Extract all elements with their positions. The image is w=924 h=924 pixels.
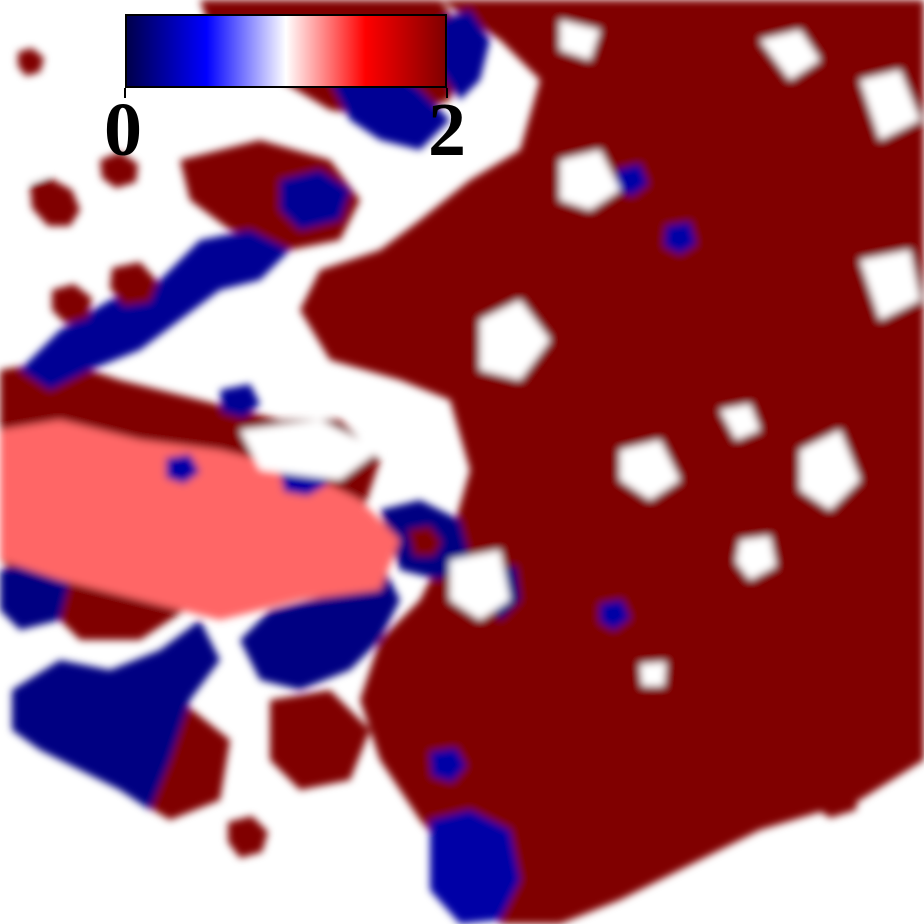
background-gap-0: [560, 20, 600, 60]
background-gap-11: [240, 420, 380, 480]
isolated-high-blobs-part-6: [808, 770, 860, 818]
colorbar-min-label: 0: [104, 88, 142, 172]
background-gap-1: [760, 30, 820, 80]
isolated-high-blobs-part-8: [876, 518, 902, 542]
isolated-high-blobs-part-9: [408, 526, 442, 556]
background-gap-10: [450, 550, 510, 620]
low-band-northwest-part-2: [280, 170, 350, 230]
colorbar-gradient: [125, 14, 447, 88]
large-high-region-east-part-0: [300, 0, 924, 924]
colorbar-tick-max: [446, 88, 448, 98]
background-gap-5: [720, 404, 760, 440]
isolated-high-blobs-part-0: [18, 48, 44, 76]
low-patch-south-part-2: [616, 164, 648, 196]
low-patch-south-part-1: [430, 748, 466, 782]
low-patch-south-part-4: [600, 600, 630, 630]
low-patch-south-part-0: [430, 810, 520, 924]
colorbar-max-label: 2: [428, 88, 466, 172]
isolated-high-blobs-part-7: [840, 592, 868, 620]
background-gap-6: [800, 430, 860, 510]
isolated-high-blobs-part-5: [228, 816, 268, 858]
low-band-northwest-part-5: [220, 384, 260, 418]
isolated-high-blobs-part-3: [52, 284, 92, 324]
background-gap-2: [860, 70, 920, 140]
low-patch-south-part-3: [664, 222, 696, 254]
low-band-northwest-part-0: [20, 230, 290, 390]
isolated-high-blobs-part-4: [110, 262, 158, 306]
background-gap-12: [860, 250, 920, 320]
low-band-northwest-part-4: [440, 10, 490, 100]
large-high-region-east-part-5: [270, 690, 370, 790]
low-band-southwest-part-0: [12, 620, 220, 810]
background-gap-4: [620, 440, 680, 500]
background-gap-13: [20, 150, 46, 182]
isolated-high-blobs-part-2: [100, 152, 138, 188]
background-gap-9: [560, 150, 620, 210]
low-patch-south-part-6: [166, 454, 200, 484]
colorbar-tick-min: [124, 88, 126, 98]
isolated-high-blobs-part-1: [30, 178, 80, 226]
colorbar: [125, 14, 447, 88]
background-gap-3: [480, 300, 550, 380]
background-gap-8: [640, 662, 666, 686]
background-gap-7: [736, 536, 776, 580]
